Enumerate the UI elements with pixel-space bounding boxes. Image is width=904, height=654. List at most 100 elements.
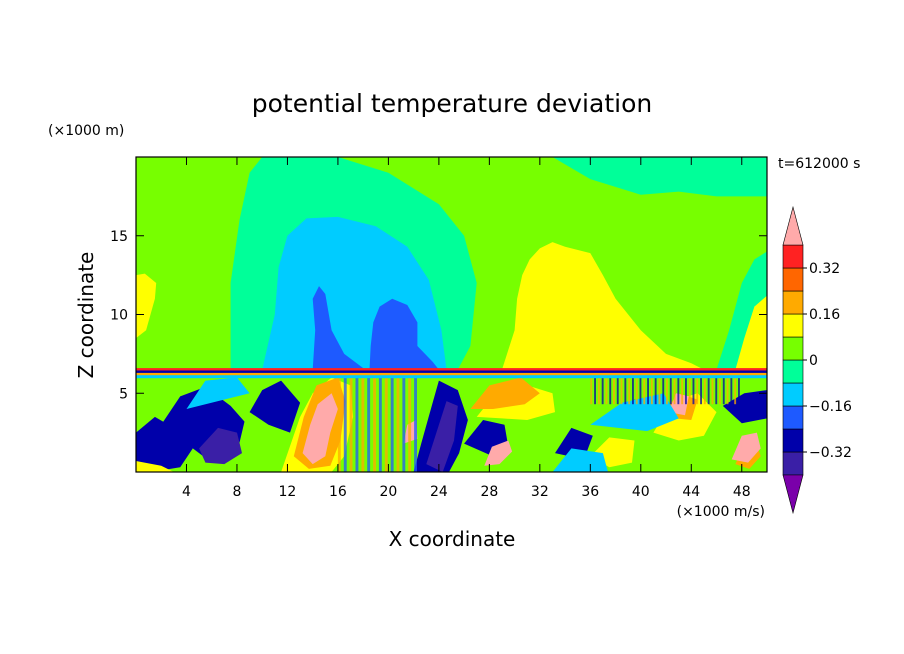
- wave-stripe-1-34: [719, 369, 721, 405]
- wave-stripe-0-10: [396, 369, 400, 472]
- x-tick-label-44: 44: [682, 484, 700, 500]
- wave-stripe-1-23: [677, 369, 680, 405]
- contour-region-8: [136, 273, 157, 339]
- wave-stripe-0-6: [373, 369, 376, 472]
- wave-stripe-0-4: [361, 369, 365, 472]
- wave-stripe-1-14: [643, 369, 646, 405]
- wave-stripe-1-13: [639, 369, 642, 405]
- wave-stripe-1-25: [685, 369, 687, 405]
- contour-region-7: [502, 242, 704, 370]
- x-tick-label-8: 8: [232, 484, 241, 500]
- contour-region-35: [668, 393, 689, 416]
- wave-stripe-1-37: [730, 369, 733, 405]
- wave-stripe-1-35: [722, 369, 725, 405]
- contour-region-28: [470, 377, 540, 409]
- time-label: t=612000 s: [778, 156, 860, 172]
- y-tick-label-10: 10: [110, 308, 128, 324]
- colorbar-bin-0: [782, 451, 804, 476]
- colorbar-extend-bottom: [782, 474, 804, 515]
- x-tick-label-40: 40: [632, 484, 650, 500]
- wave-stripe-1-12: [635, 369, 638, 405]
- wave-stripe-0-13: [414, 369, 417, 472]
- wave-stripe-1-29: [700, 369, 702, 405]
- colorbar-bin-7: [782, 290, 804, 315]
- colorbar-bin-6: [782, 313, 804, 338]
- wave-stripe-1-17: [654, 369, 657, 405]
- x-tick-label-36: 36: [581, 484, 599, 500]
- wave-stripe-1-28: [696, 369, 699, 405]
- wave-stripe-1-19: [662, 369, 665, 405]
- colorbar-label-0: 0.32: [809, 261, 840, 277]
- wave-stripe-0-3: [355, 369, 359, 472]
- contour-region-34: [731, 432, 761, 463]
- wave-stripe-1-9: [624, 369, 627, 405]
- wave-stripe-1-15: [647, 369, 649, 405]
- colorbar-extend-top: [782, 205, 804, 246]
- colorbar-bin-5: [782, 336, 804, 361]
- contour-region-36: [186, 377, 250, 409]
- contour-region-31: [302, 393, 338, 465]
- wave-stripe-1-31: [707, 369, 710, 405]
- contour-region-11: [136, 416, 193, 472]
- contour-region-38: [552, 448, 608, 472]
- interface-stripe-0: [136, 368, 767, 372]
- x-axis-ticks: 4 8 12 16 20 24 28 32 36 40 44 48: [182, 157, 751, 500]
- colorbar-label-2: 0: [809, 353, 818, 369]
- wave-stripe-1-36: [726, 369, 729, 405]
- y-units-label: (×1000 m): [48, 123, 124, 139]
- contour-region-33: [484, 440, 513, 466]
- wave-stripe-1-1: [594, 369, 596, 405]
- wave-stripe-1-6: [613, 369, 615, 405]
- wave-stripe-1-4: [605, 369, 608, 405]
- x-axis-label: X coordinate: [389, 527, 516, 551]
- contour-region-22: [136, 461, 174, 472]
- wave-stripe-1-38: [734, 369, 737, 405]
- wave-stripe-0-8: [384, 369, 388, 472]
- interface-stripe-1: [136, 370, 767, 374]
- colorbar-bin-3: [782, 382, 804, 407]
- x-tick-label-16: 16: [329, 484, 347, 500]
- y-axis-ticks: 5 10 15: [110, 229, 767, 402]
- colorbar-label-4: −0.32: [809, 445, 852, 461]
- interface-stripe-3: [136, 375, 767, 379]
- x-tick-label-32: 32: [531, 484, 549, 500]
- x-tick-label-20: 20: [379, 484, 397, 500]
- x-tick-label-24: 24: [430, 484, 448, 500]
- colorbar-bin-8: [782, 267, 804, 292]
- plot-area: [136, 157, 767, 472]
- wave-stripe-1-3: [601, 369, 604, 405]
- wave-stripe-1-2: [597, 369, 600, 405]
- wave-stripe-1-24: [681, 369, 684, 405]
- y-tick-label-15: 15: [110, 229, 128, 245]
- wave-stripe-1-7: [616, 369, 619, 405]
- wave-stripe-1-33: [715, 369, 718, 405]
- wave-stripe-1-0: [590, 369, 593, 405]
- wave-stripe-1-32: [711, 369, 714, 405]
- contour-region-4: [369, 298, 439, 370]
- wave-stripe-0-5: [367, 369, 371, 472]
- wave-stripe-1-27: [692, 369, 695, 405]
- wave-stripe-0-0: [337, 369, 341, 472]
- colorbar-label-1: 0.16: [809, 307, 840, 323]
- colorbar-bin-1: [782, 428, 804, 453]
- wave-stripe-1-16: [650, 369, 653, 405]
- colorbar-bin-9: [782, 244, 804, 269]
- contour-region-17: [426, 401, 458, 472]
- wave-stripe-1-22: [673, 369, 676, 405]
- wave-stripe-1-18: [658, 369, 661, 405]
- contour-regions: [136, 157, 767, 472]
- x-tick-label-4: 4: [182, 484, 191, 500]
- wave-stripe-1-39: [738, 369, 740, 405]
- wave-stripes: [337, 369, 740, 472]
- wave-stripe-0-2: [349, 369, 353, 472]
- contour-region-21: [722, 390, 767, 424]
- contour-region-5: [552, 157, 767, 197]
- wave-stripe-1-20: [666, 369, 668, 405]
- y-tick-label-5: 5: [119, 386, 128, 402]
- interface-band: [136, 368, 767, 379]
- x-tick-label-12: 12: [279, 484, 297, 500]
- wave-stripe-1-5: [609, 369, 612, 405]
- colorbar: 0.32 0.16 0 −0.16 −0.32: [782, 205, 852, 515]
- wave-stripe-0-9: [390, 369, 394, 472]
- wave-stripe-0-7: [378, 369, 382, 472]
